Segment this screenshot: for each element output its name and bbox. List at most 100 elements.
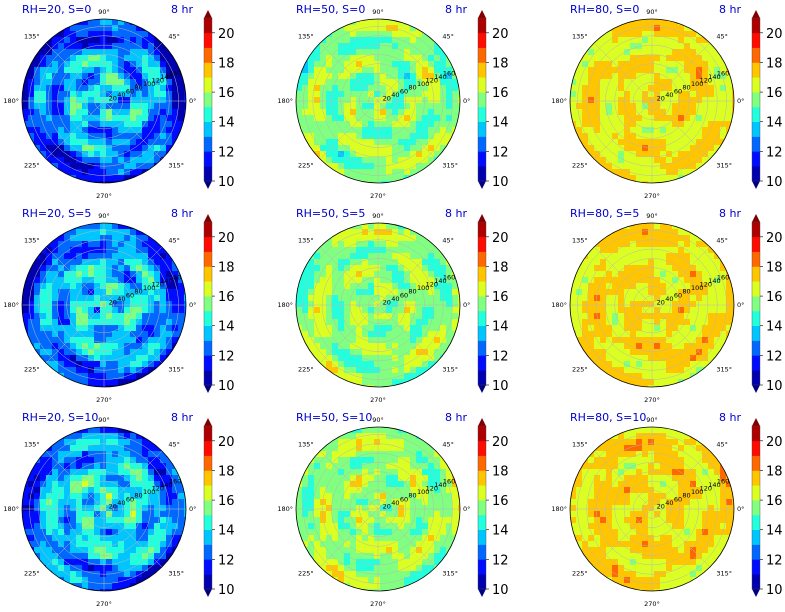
polar-plot: 0°45°90°135°180°225°270°315°20 40 60 80 1001… (277, 8, 509, 200)
angle-tick-label: 180° (551, 97, 567, 105)
colorbar-tick-label: 18 (218, 464, 235, 479)
colorbar-segment (478, 470, 486, 486)
angle-tick-label: 225° (572, 569, 588, 577)
colorbar-tick-label: 10 (218, 175, 235, 190)
angle-tick-label: 45° (442, 441, 454, 449)
colorbar-segment (204, 455, 212, 471)
radial-tick-label: 80 (682, 288, 690, 296)
angle-tick-label: 180° (551, 505, 567, 513)
angle-tick-label: 45° (716, 33, 728, 41)
angle-tick-label: 90° (646, 416, 658, 424)
angle-tick-label: 225° (24, 365, 40, 373)
colorbar-segment (204, 106, 212, 123)
colorbar-segment (752, 514, 760, 531)
colorbar-segment (204, 18, 212, 34)
colorbar-segment (478, 32, 486, 48)
angle-tick-label: 315° (442, 161, 458, 169)
colorbar-segment (478, 47, 486, 63)
colorbar-segment (204, 47, 212, 63)
colorbar-tick-label: 20 (218, 231, 235, 246)
radial-tick-label: 120 (426, 485, 438, 493)
radial-tick-label: 20 (657, 94, 665, 102)
colorbar-segment (204, 559, 212, 575)
angle-tick-label: 0° (189, 97, 196, 105)
colorbar-segment (204, 121, 212, 137)
radial-tick-label: 100 (143, 488, 155, 496)
panel-time-label: 8 hr (719, 207, 741, 220)
colorbar-segment (752, 559, 760, 575)
colorbar-tick-label: 16 (218, 86, 235, 101)
colorbar-segment (752, 32, 760, 48)
colorbar-tick-label: 12 (218, 349, 235, 364)
colorbar-tick-label: 10 (218, 379, 235, 394)
colorbar-segment (478, 355, 486, 371)
colorbar-segment (204, 136, 212, 152)
colorbar-tick-label: 16 (492, 290, 509, 305)
panel-time-label: 8 hr (719, 411, 741, 424)
colorbar-tick-label: 12 (766, 553, 783, 568)
colorbar-segment (752, 136, 760, 152)
radial-tick-label: 140 (160, 277, 172, 285)
polar-gridlines (570, 19, 734, 183)
radial-tick-label: 160 (717, 273, 729, 281)
panel-title: RH=80, S=10 (570, 411, 647, 424)
angle-tick-label: 45° (442, 237, 454, 245)
colorbar-segment (204, 266, 212, 282)
colorbar-tick-label: 20 (766, 435, 783, 450)
panel-title: RH=80, S=0 (570, 3, 640, 16)
radial-tick-label: 80 (682, 492, 690, 500)
colorbar-segment (752, 251, 760, 267)
polar-gridlines (570, 223, 734, 387)
colorbar-segment (752, 151, 760, 167)
polar-plot: 0°45°90°135°180°225°270°315°20 40 60 80 1001… (3, 8, 235, 200)
radial-tick-label: 140 (708, 277, 720, 285)
angle-tick-label: 225° (24, 569, 40, 577)
radial-tick-label: 160 (443, 69, 455, 77)
radial-tick-label: 160 (717, 477, 729, 485)
colorbar-segment (478, 266, 486, 282)
angle-tick-label: 180° (277, 301, 293, 309)
radial-tick-label: 100 (417, 284, 429, 292)
radial-tick-label: 100 (691, 284, 703, 292)
colorbar-segment (478, 325, 486, 341)
colorbar-segment (752, 166, 760, 182)
colorbar-segment (478, 370, 486, 386)
angle-tick-label: 135° (298, 33, 314, 41)
colorbar-segment (752, 500, 760, 516)
colorbar-tick-label: 14 (218, 320, 235, 335)
colorbar-tick-label: 10 (492, 175, 509, 190)
polar-panel: RH=80, S=5 8 hr 0° 45° 90° 135° 180° 225° 270° 31… (548, 204, 785, 408)
angle-tick-label: 315° (168, 569, 184, 577)
colorbar-segment (478, 136, 486, 152)
polar-plot: 0°45°90°135°180°225°270°315°20 40 60 80 1001… (277, 416, 509, 608)
radial-tick-label: 40 (391, 91, 399, 99)
colorbar-extend-max (478, 10, 486, 18)
angle-tick-label: 90° (646, 8, 658, 16)
colorbar-tick-label: 20 (218, 435, 235, 450)
angle-tick-label: 225° (298, 569, 314, 577)
colorbar-segment (478, 559, 486, 575)
polar-panel: RH=20, S=10 8 hr 0° 45° 90° 135° 180° 225° 270° 3… (0, 408, 262, 612)
colorbar-segment (478, 151, 486, 167)
angle-tick-label: 315° (442, 365, 458, 373)
polar-plot: 0°45°90°135°180°225°270°315°20 40 60 80 1001… (551, 212, 782, 404)
radial-tick-label: 20 (383, 298, 391, 306)
colorbar-tick-label: 10 (218, 583, 235, 598)
radial-tick-label: 80 (682, 84, 690, 92)
radial-tick-label: 140 (708, 481, 720, 489)
radial-tick-label: 100 (691, 488, 703, 496)
colorbar-segment (204, 340, 212, 356)
angle-tick-label: 135° (24, 33, 40, 41)
radial-tick-label: 160 (717, 69, 729, 77)
colorbar-segment (478, 62, 486, 78)
angle-tick-label: 0° (463, 301, 470, 309)
polar-panel: RH=20, S=5 8 hr 0° 45° 90° 135° 180° 225° 270° 31… (0, 204, 262, 408)
colorbar-segment (478, 485, 486, 501)
angle-tick-label: 225° (24, 161, 40, 169)
colorbar-extend-min (204, 181, 212, 189)
colorbar-segment (752, 106, 760, 123)
colorbar-tick-label: 14 (492, 320, 509, 335)
colorbar-segment (204, 62, 212, 78)
radial-tick-label: 20 (657, 502, 665, 510)
colorbar-tick-label: 18 (492, 464, 509, 479)
